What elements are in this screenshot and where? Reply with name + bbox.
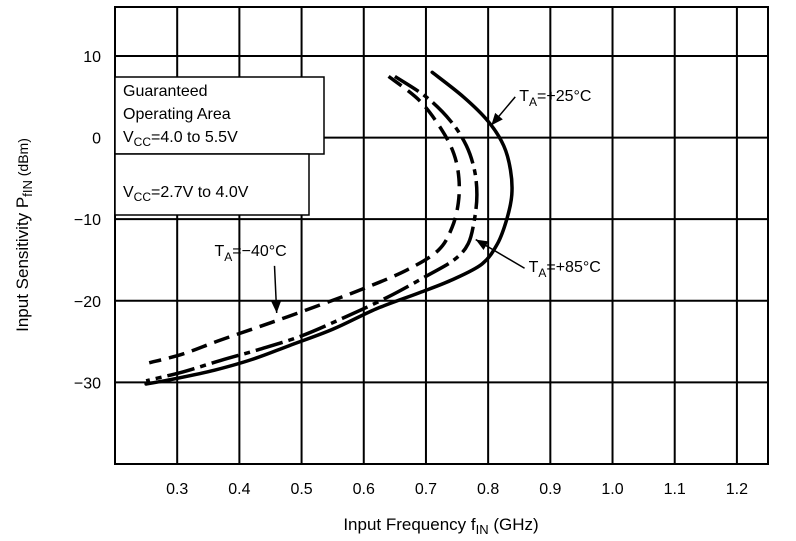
- x-tick-label: 1.0: [601, 481, 623, 498]
- y-tick-label: −10: [74, 212, 101, 229]
- grid-lines: [115, 7, 768, 464]
- region-line-1: Guaranteed: [123, 83, 208, 100]
- y-tick-label: 10: [83, 49, 101, 66]
- x-tick-label: 0.6: [353, 481, 375, 498]
- annotation-arrow-head: [475, 239, 489, 250]
- curve-minus40c: [148, 75, 462, 365]
- curve-25c: [144, 70, 514, 386]
- region-low-voltage-line: VCC=2.7V to 4.0V: [123, 184, 249, 204]
- region-line-3: VCC=4.0 to 5.5V: [123, 129, 238, 149]
- x-tick-label: 0.3: [166, 481, 188, 498]
- x-tick-label: 1.2: [726, 481, 748, 498]
- x-tick-label: 0.7: [415, 481, 437, 498]
- x-axis-title: Input Frequency fIN (GHz): [343, 515, 538, 537]
- annotation-label-25c: TA=+25°C: [519, 88, 591, 109]
- x-tick-label: 1.1: [664, 481, 686, 498]
- x-tick-labels: 0.3 0.4 0.5 0.6 0.7 0.8 0.9 1.0 1.1 1.2: [166, 481, 748, 498]
- y-tick-label: −30: [74, 375, 101, 392]
- x-tick-label: 0.9: [539, 481, 561, 498]
- y-tick-labels: 10 0 −10 −20 −30: [74, 49, 101, 392]
- operating-area-box: Guaranteed Operating Area VCC=4.0 to 5.5…: [114, 76, 325, 155]
- x-tick-label: 0.4: [228, 481, 250, 498]
- plot-frame: [114, 6, 769, 465]
- low-voltage-area-box: VCC=2.7V to 4.0V: [114, 153, 310, 216]
- curve-85c: [145, 74, 479, 383]
- y-tick-label: −20: [74, 294, 101, 311]
- y-tick-label: 0: [92, 131, 101, 148]
- x-tick-label: 0.8: [477, 481, 499, 498]
- series-lines: [144, 70, 514, 386]
- region-line-2: Operating Area: [123, 106, 231, 123]
- annotation-arrow-head: [491, 112, 503, 126]
- annotation-label-minus40c: TA=−40°C: [215, 243, 287, 264]
- annotation-label-85c: TA=+85°C: [529, 259, 601, 280]
- annotation-arrow-head: [271, 300, 282, 314]
- x-tick-label: 0.5: [290, 481, 312, 498]
- annotation-arrows: [271, 96, 525, 314]
- y-axis-title: Input Sensitivity PfIN (dBm): [13, 138, 35, 332]
